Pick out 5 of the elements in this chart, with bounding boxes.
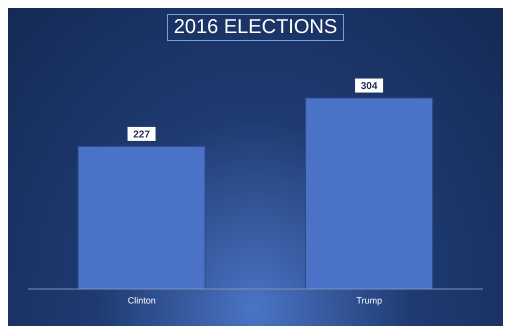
x-tick-label: Clinton — [128, 295, 156, 306]
data-label: 304 — [360, 81, 378, 92]
chart-title: 2016 ELECTIONS — [166, 14, 344, 41]
x-tick-label: Trump — [356, 295, 382, 306]
data-label: 227 — [133, 129, 150, 140]
